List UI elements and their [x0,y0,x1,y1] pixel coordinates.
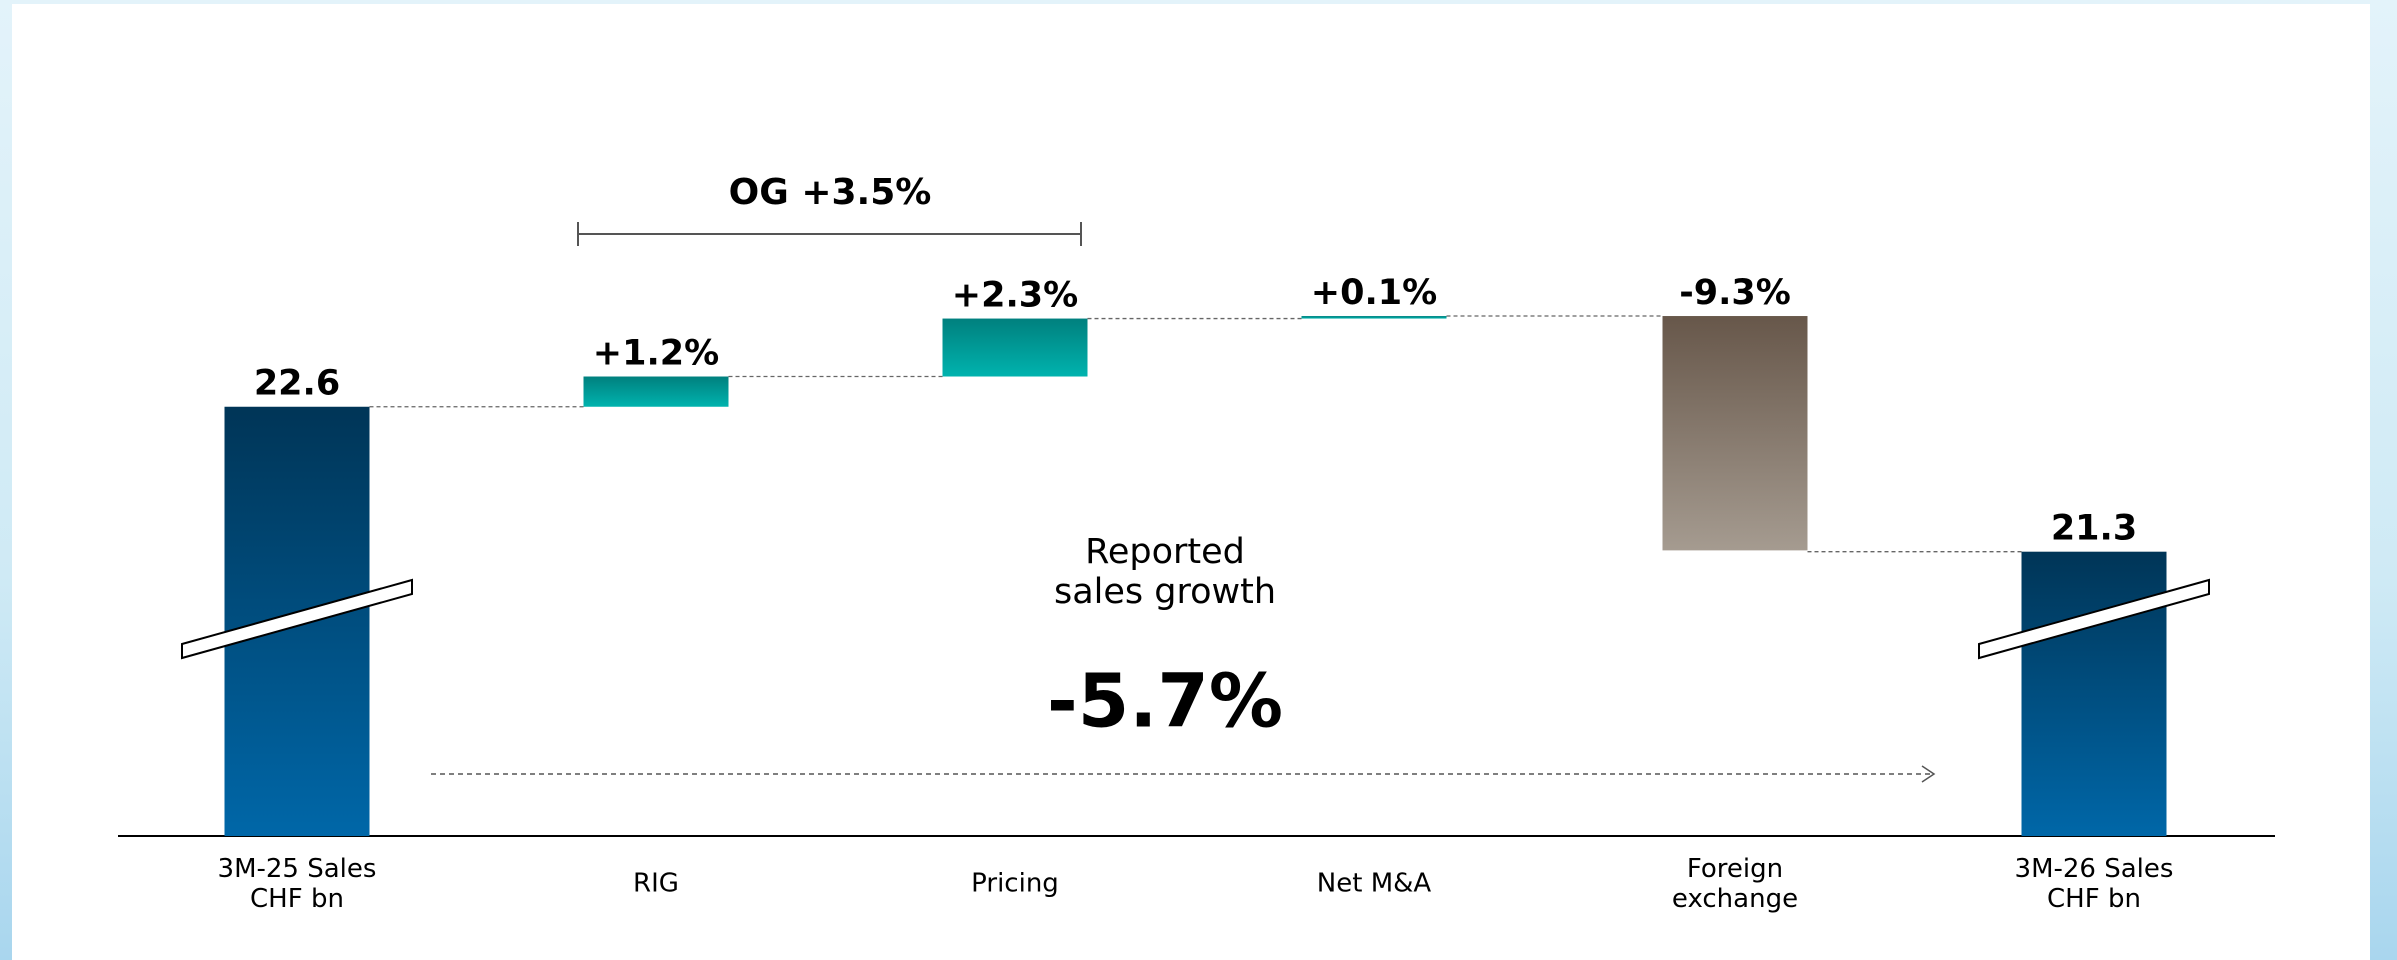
bar [942,318,1088,377]
x-tick-label: Pricing [971,869,1059,899]
bracket-label: OG +3.5% [729,172,932,213]
panel [12,4,2370,960]
value-label: +1.2% [593,334,719,374]
x-tick-label: 3M-26 Sales CHF bn [2015,854,2174,914]
value-label: 22.6 [254,364,340,404]
axis-break [181,578,413,660]
bar [1301,316,1447,319]
bar [1662,316,1808,551]
value-label: -9.3% [1679,273,1791,313]
axis-break [1978,578,2210,660]
x-tick-label: Foreign exchange [1672,854,1798,914]
arrow-head [1921,765,1936,783]
growth-value: -5.7% [1047,659,1283,745]
value-label: +0.1% [1311,273,1437,313]
value-label: +2.3% [952,276,1078,316]
bar [583,376,729,407]
x-tick-label: Net M&A [1317,869,1432,899]
growth-label: Reported sales growth [1054,532,1276,612]
bar [2021,551,2167,836]
x-tick-label: 3M-25 Sales CHF bn [218,854,377,914]
bracket [577,222,1082,246]
x-tick-label: RIG [633,869,679,899]
value-label: 21.3 [2051,509,2137,549]
